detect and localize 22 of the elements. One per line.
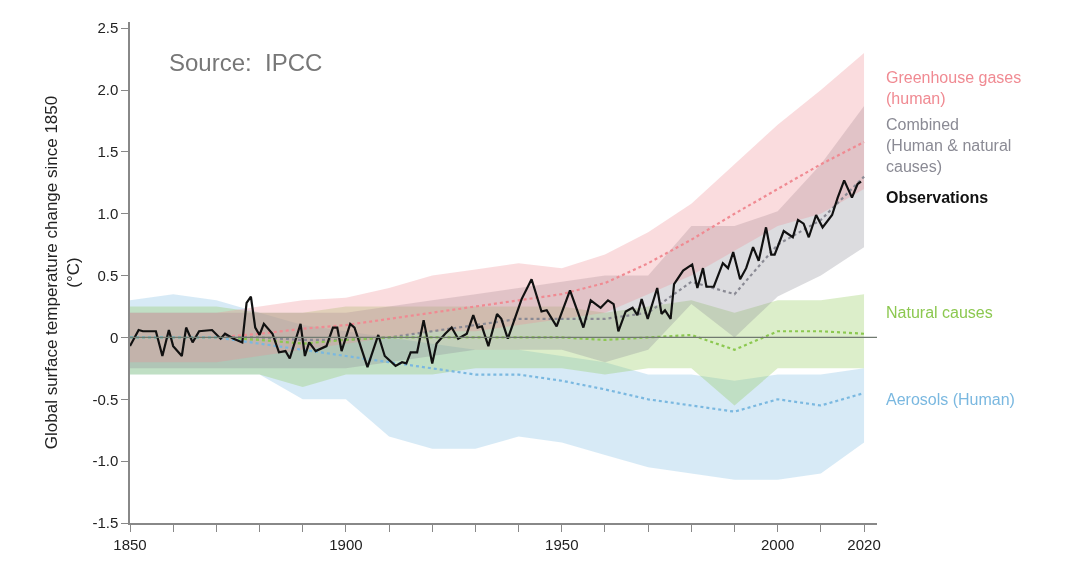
series-label: Aerosols (Human) xyxy=(886,391,1015,408)
y-tick-label: -1.5 xyxy=(92,514,119,532)
line-series xyxy=(130,179,863,369)
x-tick-label: 1850 xyxy=(113,535,147,553)
y-tick-label: 2.5 xyxy=(97,19,119,37)
y-tick-label: 2.0 xyxy=(97,81,119,99)
y-tick-label: 1.0 xyxy=(97,204,119,222)
y-tick-label: -1.0 xyxy=(92,452,119,470)
y-tick-label: 0.5 xyxy=(97,266,119,284)
series-label: Combined (Human & natural causes) xyxy=(886,116,1012,175)
series-label: Natural causes xyxy=(886,304,993,321)
annotation: Source: IPCC xyxy=(169,49,323,76)
x-tick-label: 2020 xyxy=(847,535,881,553)
text: Greenhouse gases (human) xyxy=(886,69,1022,107)
x-tick-label: 2000 xyxy=(761,535,795,553)
y-tick-label: -0.5 xyxy=(92,390,119,408)
y-tick-label: 0 xyxy=(109,328,119,346)
y-axis-title: Global surface temperature change since 1850 (°C) xyxy=(42,95,84,450)
y-tick-label: 1.5 xyxy=(97,143,119,161)
series-label: Observations xyxy=(886,189,989,206)
x-tick-label: 1900 xyxy=(329,535,363,553)
x-tick-label: 1950 xyxy=(545,535,579,553)
